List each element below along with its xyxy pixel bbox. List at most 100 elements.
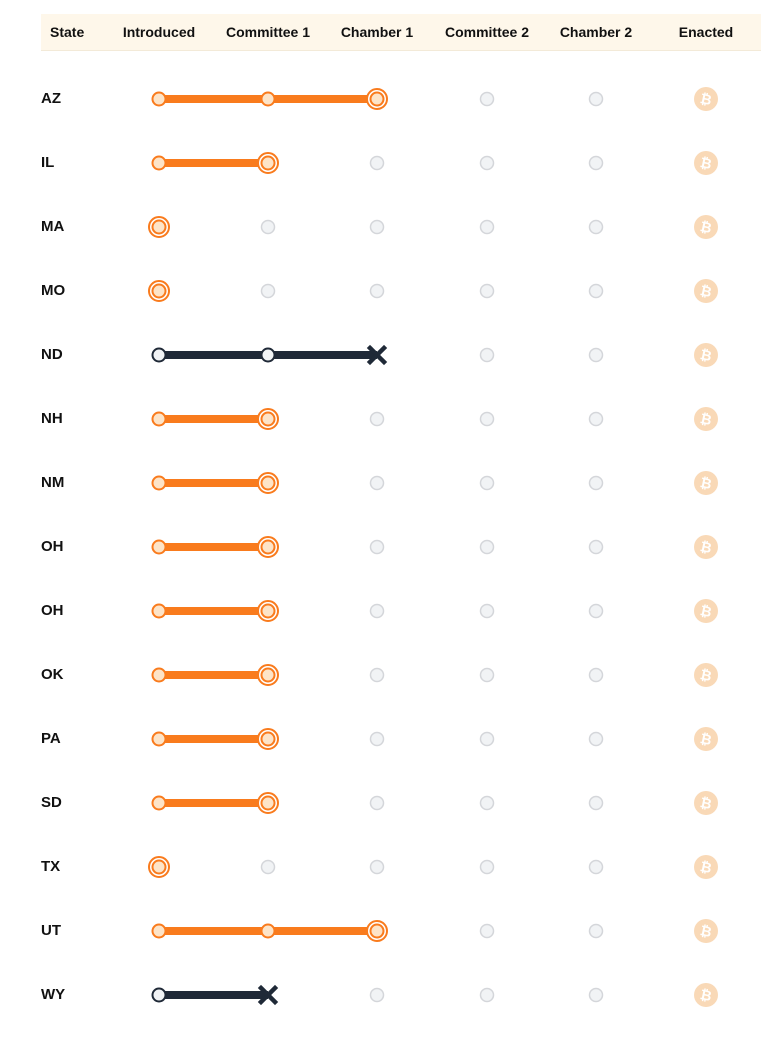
table-row: MA ₿ — [0, 195, 776, 259]
bitcoin-icon: ₿ — [694, 407, 718, 431]
state-label: PA — [41, 730, 61, 747]
current-stage-dot — [151, 283, 167, 299]
bitcoin-circle — [694, 535, 718, 559]
bitcoin-glyph: ₿ — [699, 347, 713, 365]
completed-stage-dot — [151, 795, 167, 811]
header-chamber-1: Chamber 1 — [340, 24, 414, 40]
bitcoin-circle — [694, 599, 718, 623]
current-stage-dot — [260, 155, 276, 171]
pending-stage-dot — [369, 475, 385, 491]
pending-stage-dot — [479, 539, 495, 555]
pending-stage-dot — [479, 475, 495, 491]
progress-track: ₿ — [151, 919, 718, 943]
pending-stage-dot — [479, 219, 495, 235]
progress-track: ₿ — [151, 727, 718, 751]
current-stage-dot — [260, 475, 276, 491]
completed-stage-dot — [151, 91, 167, 107]
table-row: OH ₿ — [0, 515, 776, 579]
pending-stage-dot — [369, 603, 385, 619]
header-enacted: Enacted — [678, 24, 734, 40]
bitcoin-glyph: ₿ — [699, 91, 713, 109]
pending-stage-dot — [588, 603, 604, 619]
state-label: IL — [41, 154, 55, 171]
state-label: NM — [41, 474, 65, 491]
progress-track: ₿ — [148, 279, 718, 303]
bitcoin-circle — [694, 215, 718, 239]
pending-stage-dot — [479, 987, 495, 1003]
bitcoin-glyph: ₿ — [699, 411, 713, 429]
completed-stage-dot — [151, 475, 167, 491]
state-label: OK — [41, 666, 64, 683]
pending-stage-dot — [369, 987, 385, 1003]
bitcoin-glyph: ₿ — [699, 795, 713, 813]
bitcoin-icon: ₿ — [694, 215, 718, 239]
header-chamber-2: Chamber 2 — [559, 24, 633, 40]
table-row: NH ₿ — [0, 387, 776, 451]
completed-stage-dot — [260, 923, 276, 939]
failed-x-icon — [257, 984, 279, 1006]
pending-stage-dot — [479, 411, 495, 427]
x-stroke — [257, 984, 279, 1006]
bitcoin-icon: ₿ — [694, 279, 718, 303]
table-row: NM ₿ — [0, 451, 776, 515]
table-row: OH ₿ — [0, 579, 776, 643]
bitcoin-glyph: ₿ — [699, 987, 713, 1005]
bitcoin-icon: ₿ — [694, 727, 718, 751]
progress-track: ₿ — [151, 983, 718, 1007]
progress-track: ₿ — [148, 855, 718, 879]
completed-stage-dot — [151, 347, 167, 363]
pending-stage-dot — [479, 155, 495, 171]
pending-stage-dot — [588, 347, 604, 363]
pending-stage-dot — [369, 539, 385, 555]
pending-stage-dot — [588, 539, 604, 555]
table-row: OK ₿ — [0, 643, 776, 707]
pending-stage-dot — [588, 923, 604, 939]
table-row: PA ₿ — [0, 707, 776, 771]
progress-track: ₿ — [151, 599, 718, 623]
progress-track: ₿ — [151, 87, 718, 111]
pending-stage-dot — [369, 795, 385, 811]
completed-stage-dot — [151, 667, 167, 683]
pending-stage-dot — [369, 411, 385, 427]
x-stroke — [366, 344, 388, 366]
pending-stage-dot — [588, 91, 604, 107]
state-label: OH — [41, 538, 64, 555]
header-committee-1: Committee 1 — [225, 24, 311, 40]
pending-stage-dot — [588, 411, 604, 427]
pending-stage-dot — [588, 731, 604, 747]
bitcoin-icon: ₿ — [694, 855, 718, 879]
pending-stage-dot — [588, 475, 604, 491]
completed-stage-dot — [151, 603, 167, 619]
table-row: UT ₿ — [0, 899, 776, 963]
pending-stage-dot — [588, 859, 604, 875]
bitcoin-circle — [694, 855, 718, 879]
pending-stage-dot — [479, 603, 495, 619]
pending-stage-dot — [479, 795, 495, 811]
progress-track: ₿ — [151, 535, 718, 559]
current-stage-dot — [260, 795, 276, 811]
bitcoin-icon: ₿ — [694, 983, 718, 1007]
bitcoin-circle — [694, 407, 718, 431]
state-label: UT — [41, 922, 61, 939]
bitcoin-circle — [694, 727, 718, 751]
bitcoin-glyph: ₿ — [699, 603, 713, 621]
pending-stage-dot — [369, 731, 385, 747]
table-row: TX ₿ — [0, 835, 776, 899]
bitcoin-glyph: ₿ — [699, 155, 713, 173]
pending-stage-dot — [588, 155, 604, 171]
bitcoin-icon: ₿ — [694, 535, 718, 559]
pending-stage-dot — [479, 923, 495, 939]
bitcoin-glyph: ₿ — [699, 283, 713, 301]
pending-stage-dot — [260, 859, 276, 875]
completed-stage-dot — [151, 539, 167, 555]
bitcoin-circle — [694, 151, 718, 175]
bitcoin-icon: ₿ — [694, 151, 718, 175]
pending-stage-dot — [369, 283, 385, 299]
bitcoin-circle — [694, 343, 718, 367]
state-label: SD — [41, 794, 62, 811]
bitcoin-glyph: ₿ — [699, 475, 713, 493]
state-label: WY — [41, 986, 66, 1003]
state-label: MO — [41, 282, 66, 299]
pending-stage-dot — [260, 219, 276, 235]
table-row: WY ₿ — [0, 963, 776, 1027]
